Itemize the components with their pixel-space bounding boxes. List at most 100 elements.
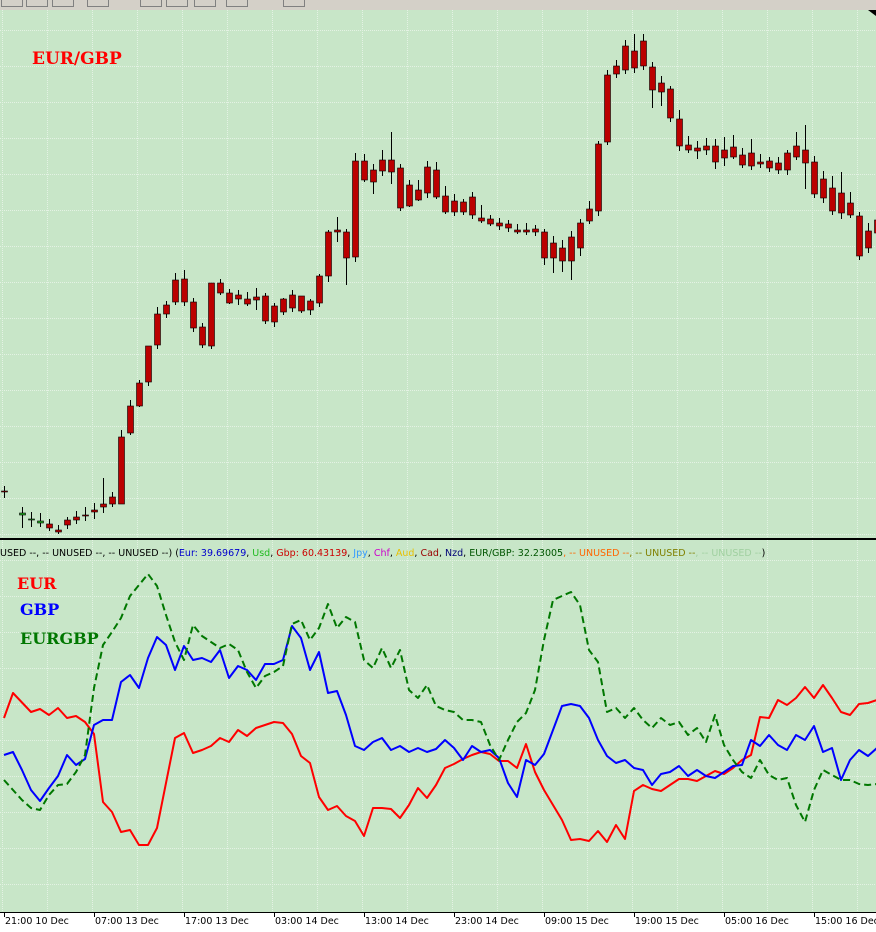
candle-body-down — [164, 305, 170, 314]
candle-body-down — [776, 163, 782, 170]
candle-body-down — [155, 314, 161, 345]
candle — [380, 150, 386, 176]
candle — [488, 215, 494, 226]
candle-body-down — [290, 295, 296, 308]
candle — [596, 141, 602, 216]
candle-body-down — [83, 515, 89, 516]
candle-body-down — [623, 46, 629, 70]
candle-body-down — [191, 302, 197, 328]
candle — [110, 492, 116, 507]
candle-body-down — [668, 89, 674, 118]
candle-body-down — [515, 230, 521, 232]
legend-eur: EUR — [17, 574, 56, 593]
toolbar-button[interactable] — [52, 0, 74, 7]
toolbar-button[interactable] — [283, 0, 305, 7]
candle — [740, 148, 746, 168]
candle-body-down — [812, 162, 818, 194]
candle-body-down — [236, 295, 242, 299]
series-line-gbp — [4, 626, 876, 801]
candle-body-down — [389, 160, 395, 172]
candle — [821, 171, 827, 203]
toolbar-button[interactable] — [166, 0, 188, 7]
series-line-eur — [4, 685, 876, 845]
candle-body-down — [416, 190, 422, 200]
candle-body-down — [497, 223, 503, 226]
currency-strength-chart — [0, 540, 876, 912]
toolbar-button[interactable] — [26, 0, 48, 7]
candle — [182, 270, 188, 306]
candle — [515, 224, 521, 234]
time-tick-label: 07:00 13 Dec — [95, 916, 159, 927]
candle — [830, 176, 836, 215]
indicator-legend: USED --, -- UNUSED --, -- UNUSED --) (Eu… — [0, 548, 765, 559]
time-tick-label: 19:00 15 Dec — [635, 916, 699, 927]
candle — [74, 511, 80, 524]
candle-body-down — [371, 170, 377, 182]
candle-body-down — [308, 301, 314, 310]
candle-body-down — [407, 185, 413, 206]
candle-body-down — [596, 144, 602, 211]
candle-body-up — [29, 519, 35, 520]
toolbar-button[interactable] — [226, 0, 248, 7]
candle-body-down — [533, 229, 539, 232]
candle — [173, 273, 179, 305]
candle — [335, 217, 341, 242]
candle-body-down — [587, 209, 593, 221]
candle — [776, 157, 782, 174]
chart-shift-marker — [868, 10, 876, 16]
legend-eurgbp: EURGBP — [20, 629, 99, 648]
candle — [578, 219, 584, 256]
candle — [632, 34, 638, 73]
candle-body-down — [659, 83, 665, 92]
legend-value-20: ) — [762, 548, 766, 559]
candle-body-down — [695, 148, 701, 151]
candle — [704, 138, 710, 155]
candle-body-down — [857, 216, 863, 256]
price-chart-panel[interactable]: EUR/GBP — [0, 10, 876, 538]
candle-body-down — [848, 203, 854, 215]
candle — [659, 76, 665, 106]
candle — [56, 525, 62, 534]
toolbar-button[interactable] — [1, 0, 23, 7]
candle-body-down — [425, 167, 431, 193]
candle — [506, 220, 512, 232]
candle — [722, 137, 728, 166]
candle-body-down — [326, 232, 332, 276]
candle-body-down — [785, 153, 791, 170]
legend-value-4: Gbp: 60.43139 — [276, 548, 347, 559]
candle — [164, 301, 170, 318]
toolbar-button[interactable] — [140, 0, 162, 7]
candle-body-down — [488, 219, 494, 224]
candle — [299, 296, 305, 313]
candle — [569, 231, 575, 280]
candle-body-down — [137, 383, 143, 406]
candle — [470, 192, 476, 219]
candle-body-down — [65, 520, 71, 525]
candle — [758, 154, 764, 168]
candle-body-down — [434, 170, 440, 197]
toolbar-button[interactable] — [194, 0, 216, 7]
legend-value-8: Chf — [374, 548, 390, 559]
candle-body-down — [119, 437, 125, 504]
candle — [101, 478, 107, 513]
toolbar-button[interactable] — [87, 0, 109, 7]
candle — [785, 150, 791, 175]
candle-body-down — [650, 67, 656, 90]
candle-body-down — [821, 179, 827, 198]
candle-body-down — [605, 75, 611, 142]
candle-body-down — [470, 197, 476, 215]
candle — [749, 139, 755, 170]
indicator-panel[interactable]: USED --, -- UNUSED --, -- UNUSED --) (Eu… — [0, 540, 876, 912]
candle — [551, 236, 557, 273]
candle — [425, 161, 431, 198]
candle — [326, 230, 332, 282]
candle — [866, 223, 872, 253]
candle-body-down — [704, 146, 710, 150]
candle-body-down — [56, 530, 62, 532]
candle-body-down — [92, 510, 98, 512]
candle-body-down — [794, 146, 800, 157]
candle — [461, 199, 467, 215]
candle — [200, 323, 206, 348]
candle-body-down — [263, 296, 269, 321]
